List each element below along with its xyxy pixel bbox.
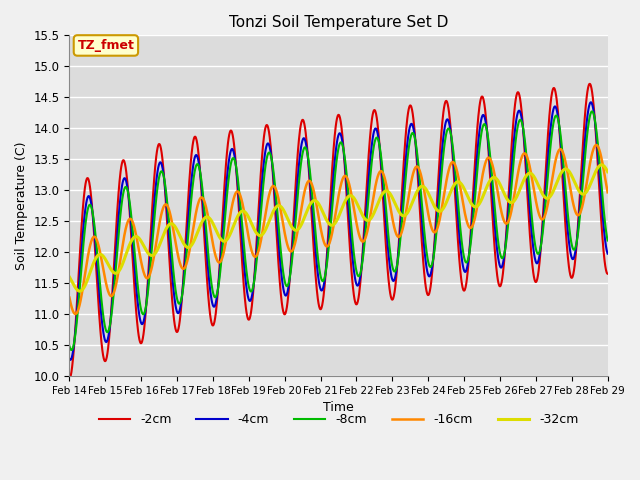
Title: Tonzi Soil Temperature Set D: Tonzi Soil Temperature Set D bbox=[229, 15, 448, 30]
-32cm bbox=[570, 176, 577, 182]
-16cm bbox=[341, 173, 349, 179]
-16cm bbox=[570, 201, 577, 207]
-4cm bbox=[570, 256, 577, 262]
-4cm bbox=[76, 271, 84, 276]
-8cm bbox=[570, 246, 577, 252]
-32cm bbox=[65, 274, 73, 280]
X-axis label: Time: Time bbox=[323, 401, 354, 414]
Text: TZ_fmet: TZ_fmet bbox=[77, 39, 134, 52]
-8cm bbox=[588, 108, 596, 114]
-16cm bbox=[437, 212, 445, 217]
Line: -2cm: -2cm bbox=[69, 84, 607, 379]
-32cm bbox=[341, 198, 349, 204]
Legend: -2cm, -4cm, -8cm, -16cm, -32cm: -2cm, -4cm, -8cm, -16cm, -32cm bbox=[93, 408, 583, 431]
-8cm bbox=[341, 157, 349, 163]
-4cm bbox=[309, 216, 317, 222]
-4cm bbox=[67, 357, 74, 363]
-32cm bbox=[309, 198, 317, 204]
-32cm bbox=[598, 162, 605, 168]
Line: -32cm: -32cm bbox=[69, 165, 607, 291]
-32cm bbox=[162, 226, 170, 232]
-2cm bbox=[586, 81, 594, 87]
-4cm bbox=[341, 162, 349, 168]
-32cm bbox=[604, 169, 611, 175]
-16cm bbox=[76, 301, 84, 307]
-2cm bbox=[65, 376, 73, 382]
-8cm bbox=[162, 189, 170, 194]
-16cm bbox=[162, 202, 170, 207]
-2cm bbox=[604, 271, 611, 276]
-32cm bbox=[437, 208, 445, 214]
-16cm bbox=[309, 185, 317, 191]
-8cm bbox=[604, 238, 611, 243]
-2cm bbox=[162, 196, 170, 202]
-4cm bbox=[604, 251, 611, 256]
-2cm bbox=[309, 231, 317, 237]
-2cm bbox=[569, 273, 577, 278]
-4cm bbox=[437, 164, 445, 169]
-4cm bbox=[162, 194, 170, 200]
Line: -4cm: -4cm bbox=[69, 102, 607, 360]
-4cm bbox=[587, 99, 595, 105]
-2cm bbox=[436, 144, 444, 150]
Y-axis label: Soil Temperature (C): Soil Temperature (C) bbox=[15, 142, 28, 270]
Line: -16cm: -16cm bbox=[69, 145, 607, 314]
-8cm bbox=[65, 343, 73, 348]
-32cm bbox=[76, 288, 84, 294]
-32cm bbox=[76, 288, 83, 294]
-16cm bbox=[72, 311, 79, 317]
-4cm bbox=[65, 356, 73, 362]
-16cm bbox=[604, 190, 611, 195]
-8cm bbox=[68, 347, 76, 353]
-2cm bbox=[341, 163, 349, 168]
Line: -8cm: -8cm bbox=[69, 111, 607, 350]
-2cm bbox=[76, 256, 83, 262]
-8cm bbox=[437, 180, 445, 186]
-8cm bbox=[309, 202, 317, 208]
-8cm bbox=[76, 285, 84, 290]
-16cm bbox=[593, 142, 600, 148]
-16cm bbox=[65, 295, 73, 300]
